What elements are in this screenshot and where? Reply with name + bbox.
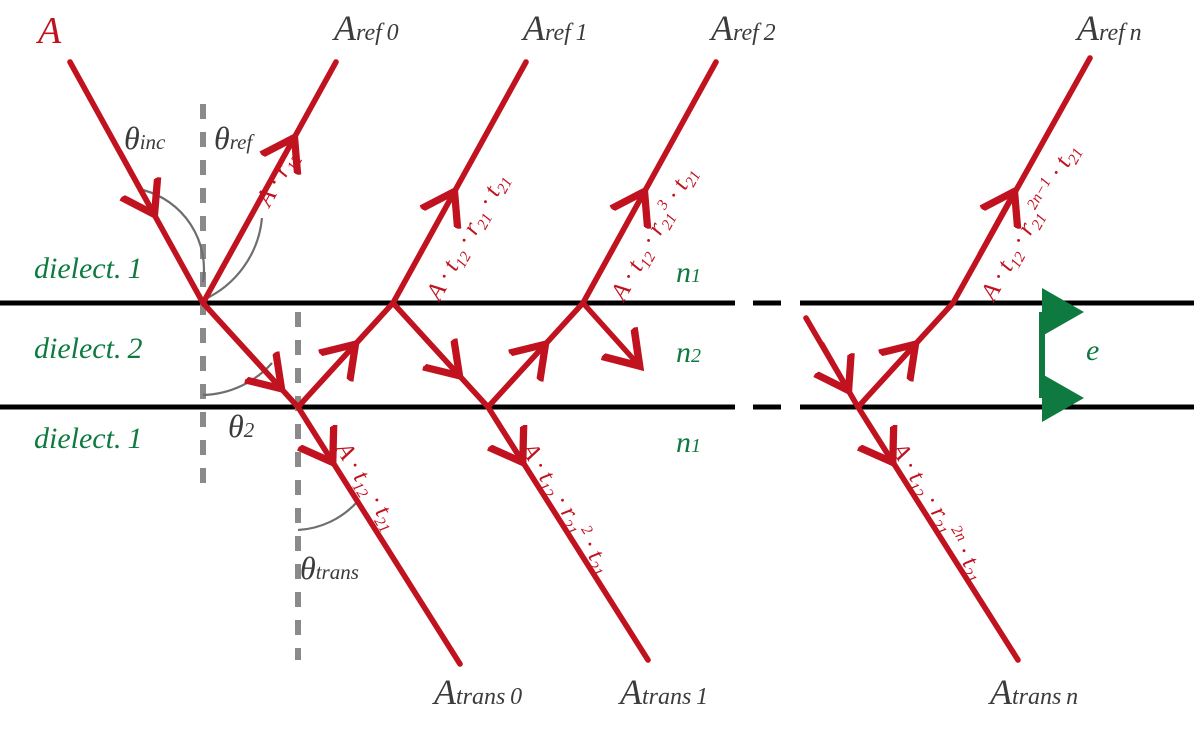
label-a-ref-0-base: A (334, 8, 356, 48)
ray-internal-down-2-stub (580, 300, 636, 362)
label-a-ref-2-sub: ref 2 (733, 20, 776, 46)
label-theta-trans: θtrans (300, 552, 359, 584)
ray-internal-up-n-arrow (877, 348, 912, 386)
ray-incident-arrow (117, 149, 152, 210)
arc-theta-trans (297, 501, 358, 532)
ray-reflected-1 (390, 59, 529, 306)
ray-transmitted-n-arrow (866, 417, 890, 458)
ray-internal-down-n-arrow (822, 341, 846, 386)
ray-reflected-0-arrow (257, 142, 292, 203)
theta-2-sub: 2 (243, 418, 255, 442)
label-a-ref-1-sub: ref 1 (545, 20, 588, 46)
label-theta-ref: θref (214, 122, 252, 154)
ray-reflected-n-arrow (977, 196, 1012, 257)
ray-reflected-1-arrow (417, 196, 452, 257)
ray-reflected-n (950, 55, 1093, 306)
label-a-ref-0: Aref 0 (334, 10, 399, 46)
label-a-ref-n-base: A (1077, 8, 1099, 48)
ray-internal-up-2-arrow (507, 348, 542, 386)
label-a-ref-1: Aref 1 (523, 10, 588, 46)
label-theta-inc: θinc (124, 122, 165, 154)
theta-inc-glyph: θ (124, 120, 140, 156)
label-dielectric-1-top: dielect. 1 (34, 252, 143, 285)
label-a-ref-2: Aref 2 (711, 10, 776, 46)
label-n1-bottom: n1 (676, 428, 701, 458)
label-a-trans-0-sub: trans 0 (456, 684, 523, 710)
theta-inc-sub: inc (139, 130, 166, 154)
label-a-ref-0-sub: ref 0 (356, 20, 399, 46)
label-thickness-e: e (1086, 334, 1100, 367)
theta-trans-sub: trans (315, 560, 359, 584)
label-a-ref-2-base: A (711, 8, 733, 48)
theta-ref-glyph: θ (214, 120, 230, 156)
label-a-trans-0-base: A (434, 672, 456, 712)
interface-lines (0, 300, 1194, 410)
n1-top-sub: 1 (691, 265, 701, 287)
ray-transmitted-1-arrow (496, 417, 520, 458)
label-a-ref-1-base: A (523, 8, 545, 48)
ray-transmitted-0-arrow (306, 417, 330, 458)
arc-theta-ref (202, 217, 264, 302)
label-a-ref-n: Aref n (1077, 10, 1142, 46)
ray-internal-up-1-arrow (317, 348, 352, 386)
label-a-trans-n-base: A (990, 672, 1012, 712)
label-dielectric-2: dielect. 2 (34, 332, 143, 365)
label-a-trans-n: Atrans n (990, 674, 1078, 710)
ray-reflected-2-arrow (607, 196, 642, 257)
label-theta-2: θ2 (228, 410, 254, 442)
ray-internal-down-1-arrow (421, 334, 456, 372)
label-a-trans-1-base: A (620, 672, 642, 712)
n1-top-glyph: n (676, 256, 691, 289)
label-a-ref-n-sub: ref n (1099, 20, 1142, 46)
ray-paths (67, 55, 1093, 667)
arc-theta-inc (142, 188, 206, 283)
label-n1-top: n1 (676, 258, 701, 288)
label-a-trans-1-sub: trans 1 (642, 684, 709, 710)
label-a-trans-0: Atrans 0 (434, 674, 522, 710)
n1-bottom-glyph: n (676, 426, 691, 459)
label-incident-amplitude: A (38, 10, 62, 52)
theta-2-glyph: θ (228, 408, 244, 444)
label-a-trans-1: Atrans 1 (620, 674, 708, 710)
theta-trans-glyph: θ (300, 550, 316, 586)
label-n2: n2 (676, 338, 701, 368)
ray-internal-down-0-arrow (243, 347, 278, 385)
normal-lines (200, 104, 301, 660)
angle-arcs (142, 188, 358, 532)
n1-bottom-sub: 1 (691, 435, 701, 457)
n2-sub: 2 (691, 345, 701, 367)
label-dielectric-1-bottom: dielect. 1 (34, 422, 143, 455)
theta-ref-sub: ref (229, 130, 253, 154)
label-a-trans-n-sub: trans n (1012, 684, 1079, 710)
n2-glyph: n (676, 336, 691, 369)
ray-reflected-2 (580, 59, 719, 306)
